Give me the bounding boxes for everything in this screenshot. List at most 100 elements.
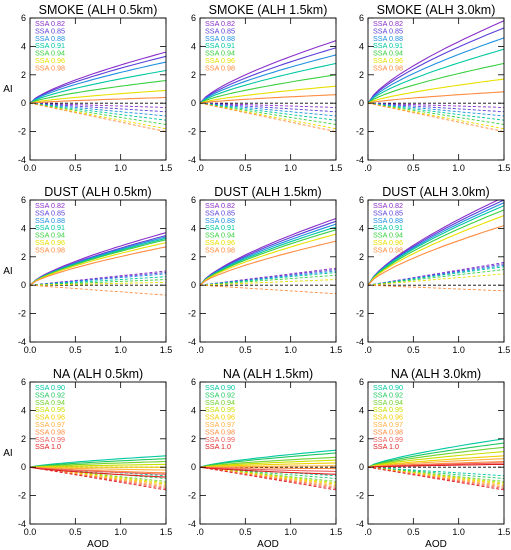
legend-entry: SSA 0.99 <box>205 435 235 444</box>
legend-entry: SSA 0.95 <box>205 405 235 414</box>
x-tick-label: 0.5 <box>69 163 82 173</box>
series-line-solid <box>200 466 336 473</box>
y-tick-label: 0 <box>359 462 364 472</box>
legend-entry: SSA 0.98 <box>373 63 403 72</box>
y-tick-label: 6 <box>21 377 26 387</box>
legend-entry: SSA 0.97 <box>205 420 235 429</box>
legend-entry: SSA 0.82 <box>35 201 65 210</box>
y-tick-label: -2 <box>18 309 26 319</box>
panel-title: SMOKE (ALH 3.0km) <box>377 3 496 17</box>
y-tick-label: 2 <box>191 70 196 80</box>
y-axis-label: AI <box>3 448 12 459</box>
series-line-solid <box>30 96 166 104</box>
y-axis-label: AI <box>3 84 12 95</box>
x-axis-label: AOD <box>425 539 447 550</box>
x-tick-label: 1.5 <box>330 345 343 355</box>
legend-entry: SSA 1.0 <box>35 442 61 451</box>
x-tick-label: 1.0 <box>284 345 297 355</box>
series-line-dashed <box>368 269 504 286</box>
legend-entry: SSA 0.94 <box>35 231 65 240</box>
series-line-solid <box>200 54 336 104</box>
x-tick-label: 1.0 <box>114 345 127 355</box>
series-line-dashed <box>200 102 336 125</box>
y-tick-label: 6 <box>359 13 364 23</box>
series-line-dashed <box>200 102 336 117</box>
plot-frame <box>199 17 337 161</box>
x-tick-label: 1.5 <box>330 527 343 537</box>
y-tick-label: -2 <box>18 127 26 137</box>
y-tick-label: 2 <box>21 434 26 444</box>
series-line-dashed <box>30 281 166 286</box>
x-tick-label: 0.5 <box>69 345 82 355</box>
x-tick-label: 1.0 <box>284 163 297 173</box>
panel-title: SMOKE (ALH 0.5km) <box>39 3 158 17</box>
x-tick-label: 1.5 <box>160 527 173 537</box>
legend-entry: SSA 0.98 <box>205 245 235 254</box>
panel-title: DUST (ALH 3.0km) <box>382 185 489 199</box>
series-line-solid <box>30 466 166 475</box>
series-line-solid <box>30 79 166 104</box>
series-line-solid <box>200 229 336 286</box>
series-line-dashed <box>30 273 166 286</box>
y-tick-label: 4 <box>21 223 26 233</box>
series-line-solid <box>368 27 504 104</box>
series-line-solid <box>368 91 504 104</box>
x-tick-label: 0.5 <box>239 163 252 173</box>
y-tick-label: 4 <box>359 223 364 233</box>
legend-entry: SSA 0.96 <box>373 238 403 247</box>
series-line-dashed <box>368 102 504 117</box>
series-line-dashed <box>200 102 336 108</box>
series-line-dashed <box>368 102 504 113</box>
legend-entry: SSA 0.99 <box>35 435 65 444</box>
x-tick-label: 0.5 <box>239 527 252 537</box>
x-tick-label: 0.0 <box>24 345 37 355</box>
y-tick-label: -2 <box>356 491 364 501</box>
series-line-solid <box>30 455 166 468</box>
panel-title: DUST (ALH 1.5km) <box>214 185 321 199</box>
series-line-dashed <box>368 466 504 491</box>
series-line-dashed <box>30 102 166 121</box>
y-tick-label: -2 <box>188 309 196 319</box>
legend-entry: SSA 0.91 <box>35 223 65 232</box>
y-tick-label: -4 <box>188 337 196 347</box>
legend-entry: SSA 0.82 <box>35 19 65 28</box>
series-line-dashed <box>30 102 166 125</box>
panel-title: NA (ALH 0.5km) <box>53 367 143 381</box>
legend-entry: SSA 0.82 <box>205 19 235 28</box>
series-line-solid <box>200 466 336 470</box>
series-line-solid <box>368 463 504 468</box>
legend-entry: SSA 0.88 <box>373 34 403 43</box>
series-line-solid <box>30 242 166 286</box>
series-line-solid <box>200 40 336 104</box>
panel-7: NA (ALH 1.5km) .0 0.5 1.0 1.5 -4 -2 0 2 4 6 SSA 0.9… <box>188 367 342 550</box>
series-line-solid <box>200 449 336 468</box>
x-tick-label: 0.5 <box>407 527 420 537</box>
series-line-dashed <box>30 102 166 117</box>
series-line-dashed <box>368 102 504 130</box>
series-group <box>368 200 504 292</box>
series-group <box>200 40 336 133</box>
legend-entry: SSA 0.82 <box>205 201 235 210</box>
legend-entry: SSA 0.90 <box>205 383 235 392</box>
series-line-solid <box>30 466 166 471</box>
legend-entry: SSA 0.91 <box>205 223 235 232</box>
series-line-solid <box>200 459 336 468</box>
series-line-solid <box>30 466 166 478</box>
x-tick-label: .0 <box>196 345 204 355</box>
legend-entry: SSA 0.91 <box>205 41 235 50</box>
series-line-dashed <box>30 102 166 113</box>
legend-entry: SSA 0.99 <box>373 435 403 444</box>
x-axis-label: AOD <box>257 539 279 550</box>
x-tick-label: 0.5 <box>407 345 420 355</box>
y-tick-label: 0 <box>21 462 26 472</box>
legend-entry: SSA 0.96 <box>205 238 235 247</box>
series-line-solid <box>368 446 504 468</box>
plot-frame <box>199 199 337 343</box>
series-line-dashed <box>368 102 504 108</box>
series-line-solid <box>368 48 504 104</box>
legend-entry: SSA 0.88 <box>205 34 235 43</box>
series-line-solid <box>200 85 336 104</box>
plot-frame <box>29 381 167 525</box>
series-group <box>30 455 166 491</box>
